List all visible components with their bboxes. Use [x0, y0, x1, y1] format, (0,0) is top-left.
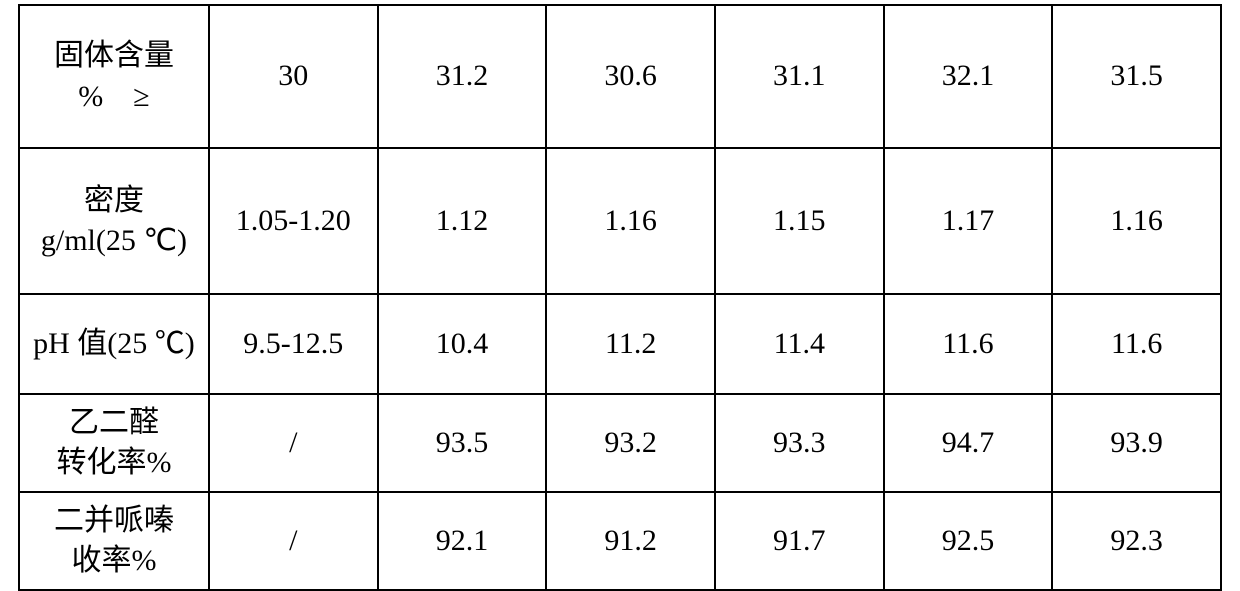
cell: 11.2: [546, 294, 715, 394]
cell: 92.3: [1052, 492, 1221, 590]
table-row: 密度 g/ml(25 ℃) 1.05-1.20 1.12 1.16 1.15 1…: [19, 148, 1221, 294]
row-label: 二并哌嗪 收率%: [19, 492, 209, 590]
cell: 31.2: [378, 5, 547, 148]
cell: 93.9: [1052, 394, 1221, 492]
cell: 11.6: [884, 294, 1053, 394]
row-label: 乙二醛 转化率%: [19, 394, 209, 492]
cell: 91.2: [546, 492, 715, 590]
table-container: 固体含量 % ≥ 30 31.2 30.6 31.1 32.1 31.5 密度 …: [0, 0, 1240, 583]
cell: 1.15: [715, 148, 884, 294]
cell: 91.7: [715, 492, 884, 590]
cell: 1.16: [546, 148, 715, 294]
cell: 30: [209, 5, 378, 148]
cell: 11.6: [1052, 294, 1221, 394]
data-table: 固体含量 % ≥ 30 31.2 30.6 31.1 32.1 31.5 密度 …: [18, 4, 1222, 591]
row-label-line2: 收率%: [54, 541, 174, 582]
cell: 32.1: [884, 5, 1053, 148]
row-label: 固体含量 % ≥: [19, 5, 209, 148]
table-row: 固体含量 % ≥ 30 31.2 30.6 31.1 32.1 31.5: [19, 5, 1221, 148]
cell: 1.12: [378, 148, 547, 294]
table-row: 二并哌嗪 收率% / 92.1 91.2 91.7 92.5 92.3: [19, 492, 1221, 590]
cell: /: [209, 394, 378, 492]
cell: 94.7: [884, 394, 1053, 492]
cell: 1.16: [1052, 148, 1221, 294]
table-row: pH 值(25 ℃) 9.5-12.5 10.4 11.2 11.4 11.6 …: [19, 294, 1221, 394]
cell: 31.1: [715, 5, 884, 148]
row-label-line1: pH 值(25 ℃): [33, 327, 195, 360]
row-label-line2: 转化率%: [56, 443, 171, 484]
cell: 11.4: [715, 294, 884, 394]
row-label-line1: 二并哌嗪: [54, 501, 174, 542]
row-label-line1: 乙二醛: [56, 403, 171, 444]
cell: 1.17: [884, 148, 1053, 294]
row-label-line1: 密度: [41, 181, 187, 222]
cell: 10.4: [378, 294, 547, 394]
cell: /: [209, 492, 378, 590]
cell: 30.6: [546, 5, 715, 148]
cell: 93.3: [715, 394, 884, 492]
cell: 1.05-1.20: [209, 148, 378, 294]
row-label-line2: % ≥: [54, 77, 174, 118]
row-label-line2: g/ml(25 ℃): [41, 221, 187, 262]
cell: 92.1: [378, 492, 547, 590]
cell: 93.2: [546, 394, 715, 492]
row-label: pH 值(25 ℃): [19, 294, 209, 394]
cell: 93.5: [378, 394, 547, 492]
table-row: 乙二醛 转化率% / 93.5 93.2 93.3 94.7 93.9: [19, 394, 1221, 492]
row-label-line1: 固体含量: [54, 36, 174, 77]
cell: 92.5: [884, 492, 1053, 590]
cell: 31.5: [1052, 5, 1221, 148]
cell: 9.5-12.5: [209, 294, 378, 394]
row-label: 密度 g/ml(25 ℃): [19, 148, 209, 294]
